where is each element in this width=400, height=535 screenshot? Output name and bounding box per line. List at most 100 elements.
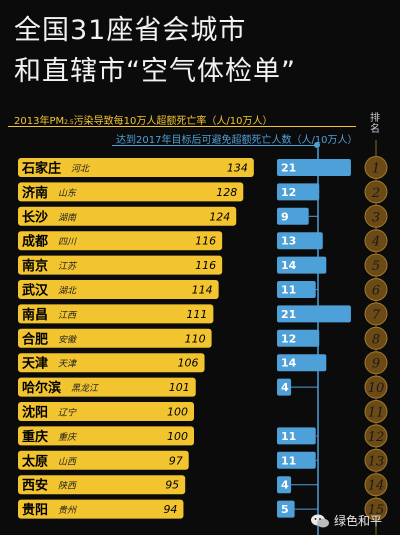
secondary-value-label: 13: [281, 235, 296, 248]
secondary-bar: [277, 427, 316, 445]
city-label: 石家庄: [21, 161, 61, 177]
rank-label: 15: [368, 503, 385, 518]
secondary-bar: [277, 183, 320, 201]
primary-value-label: 100: [167, 430, 188, 443]
primary-bar: [18, 182, 244, 202]
rank-label: 2: [371, 186, 380, 201]
province-label: 湖北: [58, 286, 77, 297]
secondary-legend: 达到2017年目标后可避免超额死亡人数（人/10万人）: [116, 135, 358, 146]
province-label: 贵州: [58, 505, 77, 516]
secondary-bar: [277, 305, 351, 323]
secondary-bar: [277, 281, 316, 298]
secondary-bar: [277, 232, 323, 250]
rank-circle: [364, 351, 388, 375]
primary-legend-underline: [8, 112, 356, 127]
primary-bar: [18, 231, 223, 251]
primary-value-label: 97: [169, 454, 183, 467]
province-label: 河北: [71, 164, 90, 175]
primary-value-label: 95: [165, 479, 179, 492]
city-label: 重庆: [22, 429, 48, 445]
province-label: 江西: [58, 310, 78, 321]
primary-bar: [18, 328, 212, 348]
province-label: 江苏: [58, 261, 78, 272]
rank-label: 6: [372, 284, 380, 299]
rank-label: 9: [372, 357, 380, 372]
rank-circle: [364, 156, 388, 179]
primary-bar: [18, 426, 194, 446]
primary-value-label: 100: [167, 406, 188, 419]
primary-bar: [18, 377, 196, 397]
secondary-value-label: 4: [281, 381, 289, 394]
province-label: 山东: [58, 188, 77, 199]
primary-bar: [18, 158, 254, 177]
secondary-value-label: 12: [281, 186, 296, 199]
secondary-value-label: 11: [281, 454, 296, 467]
province-label: 辽宁: [58, 408, 77, 419]
primary-bar: [18, 402, 194, 421]
province-label: 四川: [58, 237, 77, 248]
secondary-bar: [277, 451, 316, 469]
rank-label: 11: [368, 406, 385, 421]
rank-circle: [364, 326, 388, 350]
rank-circle: [364, 204, 388, 228]
secondary-bar: [277, 256, 327, 274]
secondary-bar: [277, 378, 292, 396]
legend-sub: 2.5: [64, 119, 74, 126]
secondary-legend-dot: [314, 142, 320, 148]
city-label: 济南: [22, 185, 48, 201]
secondary-bar: [277, 476, 292, 494]
rank-label: 4: [371, 235, 380, 250]
secondary-value-label: 14: [281, 259, 297, 272]
primary-bar: [18, 450, 189, 470]
province-label: 天津: [58, 359, 77, 370]
secondary-value-label: 11: [281, 430, 296, 443]
primary-value-label: 124: [209, 210, 230, 223]
secondary-value-label: 21: [281, 308, 296, 321]
city-label: 太原: [21, 453, 48, 469]
primary-bar: [18, 499, 184, 519]
rank-circle: [364, 375, 388, 399]
city-label: 贵阳: [22, 502, 48, 518]
secondary-value-label: 5: [281, 503, 289, 516]
province-label: 山西: [58, 456, 78, 467]
primary-value-label: 114: [192, 284, 213, 297]
secondary-value-label: 9: [281, 210, 289, 223]
primary-value-label: 94: [163, 503, 177, 516]
rank-circle: [364, 302, 388, 326]
city-label: 武汉: [22, 283, 49, 299]
rank-circle: [364, 424, 388, 448]
rank-label: 5: [372, 259, 380, 274]
primary-value-label: 110: [185, 332, 206, 345]
legend-prefix: 2013年PM: [14, 116, 65, 127]
province-label: 安徽: [58, 334, 78, 345]
city-label: 南昌: [22, 307, 48, 323]
city-label: 南京: [22, 258, 48, 274]
rank-circle: [364, 180, 388, 204]
title-line-2: 和直辖市“空气体检单”: [14, 56, 296, 87]
rank-label: 10: [368, 381, 385, 396]
rank-label: 12: [368, 430, 385, 445]
primary-value-label: 134: [227, 162, 248, 175]
city-label: 哈尔滨: [22, 380, 61, 396]
city-label: 沈阳: [22, 405, 48, 421]
rank-label: 1: [372, 162, 380, 177]
secondary-value-label: 11: [281, 284, 296, 297]
rank-label: 8: [372, 332, 380, 347]
secondary-bar: [277, 207, 309, 225]
primary-value-label: 116: [195, 235, 216, 248]
title-line-1: 全国31座省会城市: [14, 15, 247, 46]
rank-circle: [364, 278, 388, 301]
secondary-bar: [277, 329, 320, 347]
watermark-text: 绿色和平: [333, 514, 382, 528]
secondary-bar: [277, 354, 327, 372]
secondary-value-label: 21: [281, 162, 296, 175]
rank-circle: [364, 229, 388, 253]
province-label: 黑龙江: [71, 383, 99, 394]
rank-label: 3: [372, 210, 380, 225]
secondary-value-label: 14: [281, 357, 297, 370]
rank-header: 排名: [370, 113, 380, 135]
primary-bar: [18, 255, 223, 275]
city-label: 天津: [22, 356, 48, 372]
rank-circle: [364, 400, 388, 423]
